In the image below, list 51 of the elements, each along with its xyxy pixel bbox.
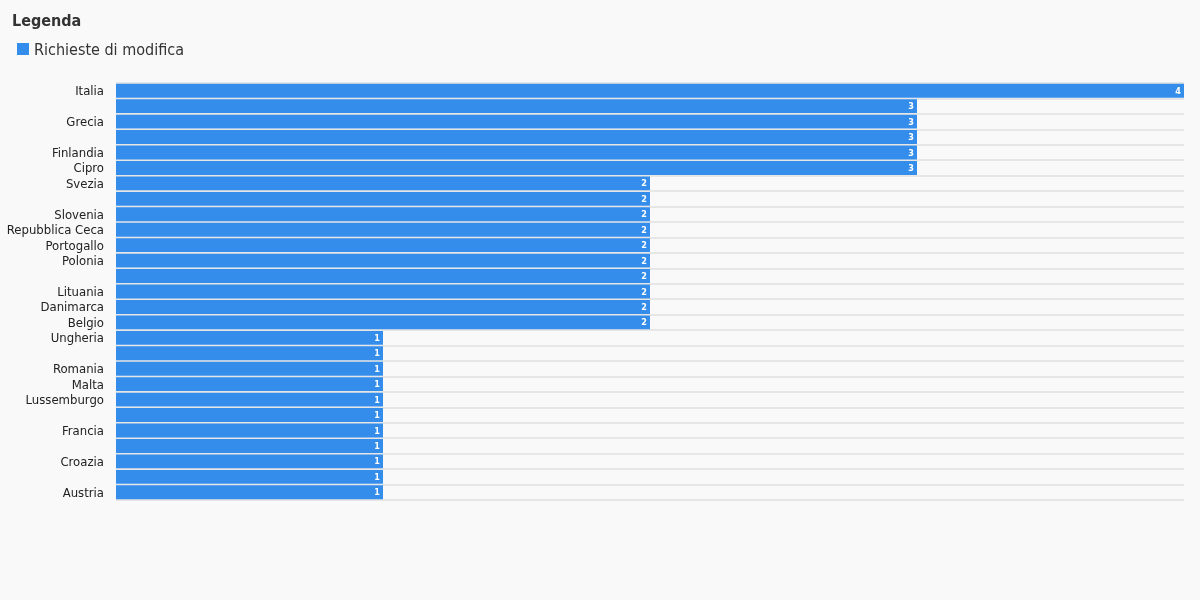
y-tick-label: Austria bbox=[62, 484, 104, 500]
data-label: 2 bbox=[641, 193, 647, 204]
data-label: 2 bbox=[641, 301, 647, 312]
y-tick-label: Repubblica Ceca bbox=[6, 222, 104, 238]
data-label: 1 bbox=[374, 394, 381, 405]
data-label: 1 bbox=[374, 379, 381, 390]
data-label: 3 bbox=[908, 132, 914, 143]
data-label: 2 bbox=[641, 240, 647, 251]
data-label: 2 bbox=[641, 209, 647, 220]
y-tick-label: Svezia bbox=[65, 175, 104, 191]
data-label: 1 bbox=[374, 425, 381, 436]
y-tick-label: Lituania bbox=[57, 284, 104, 299]
y-tick-label: Malta bbox=[71, 376, 104, 392]
y-tick-label: Portogallo bbox=[45, 237, 104, 253]
data-label: 3 bbox=[908, 116, 914, 127]
data-label: 3 bbox=[908, 162, 914, 173]
y-tick-label: Danimarca bbox=[40, 299, 104, 315]
data-label: 2 bbox=[641, 317, 647, 328]
data-label: 2 bbox=[641, 286, 647, 297]
data-label: 4 bbox=[1175, 85, 1182, 96]
legend-title: Legenda bbox=[12, 10, 82, 30]
y-tick-label: Belgio bbox=[67, 314, 104, 330]
legend-label: Richieste di modifica bbox=[34, 39, 184, 59]
data-label: 3 bbox=[908, 101, 914, 112]
bar bbox=[116, 145, 917, 160]
data-label: 3 bbox=[908, 147, 914, 158]
y-tick-label: Ungheria bbox=[50, 330, 104, 346]
y-tick-label: Italia bbox=[75, 83, 104, 99]
data-label: 2 bbox=[641, 255, 647, 266]
y-tick-label: Francia bbox=[61, 423, 104, 438]
data-label: 2 bbox=[641, 224, 647, 235]
data-label: 1 bbox=[374, 440, 381, 451]
data-label: 2 bbox=[641, 271, 647, 282]
data-label: 1 bbox=[374, 410, 381, 421]
data-label: 2 bbox=[641, 178, 647, 189]
data-label: 1 bbox=[374, 456, 381, 467]
y-tick-label: Romania bbox=[52, 361, 104, 377]
data-label: 1 bbox=[374, 471, 381, 482]
data-label: 1 bbox=[374, 363, 381, 374]
y-tick-label: Polonia bbox=[62, 253, 104, 269]
y-tick-label: Cipro bbox=[73, 160, 104, 176]
y-tick-label: Slovenia bbox=[54, 206, 104, 222]
data-label: 1 bbox=[374, 348, 381, 359]
y-tick-label: Lussemburgo bbox=[25, 392, 104, 408]
y-tick-label: Grecia bbox=[66, 114, 104, 130]
y-tick-label: Finlandia bbox=[51, 145, 104, 160]
data-label: 1 bbox=[374, 487, 381, 498]
y-tick-label: Croazia bbox=[60, 453, 104, 469]
data-label: 1 bbox=[374, 332, 381, 343]
bar bbox=[116, 284, 650, 299]
bar bbox=[116, 423, 383, 438]
